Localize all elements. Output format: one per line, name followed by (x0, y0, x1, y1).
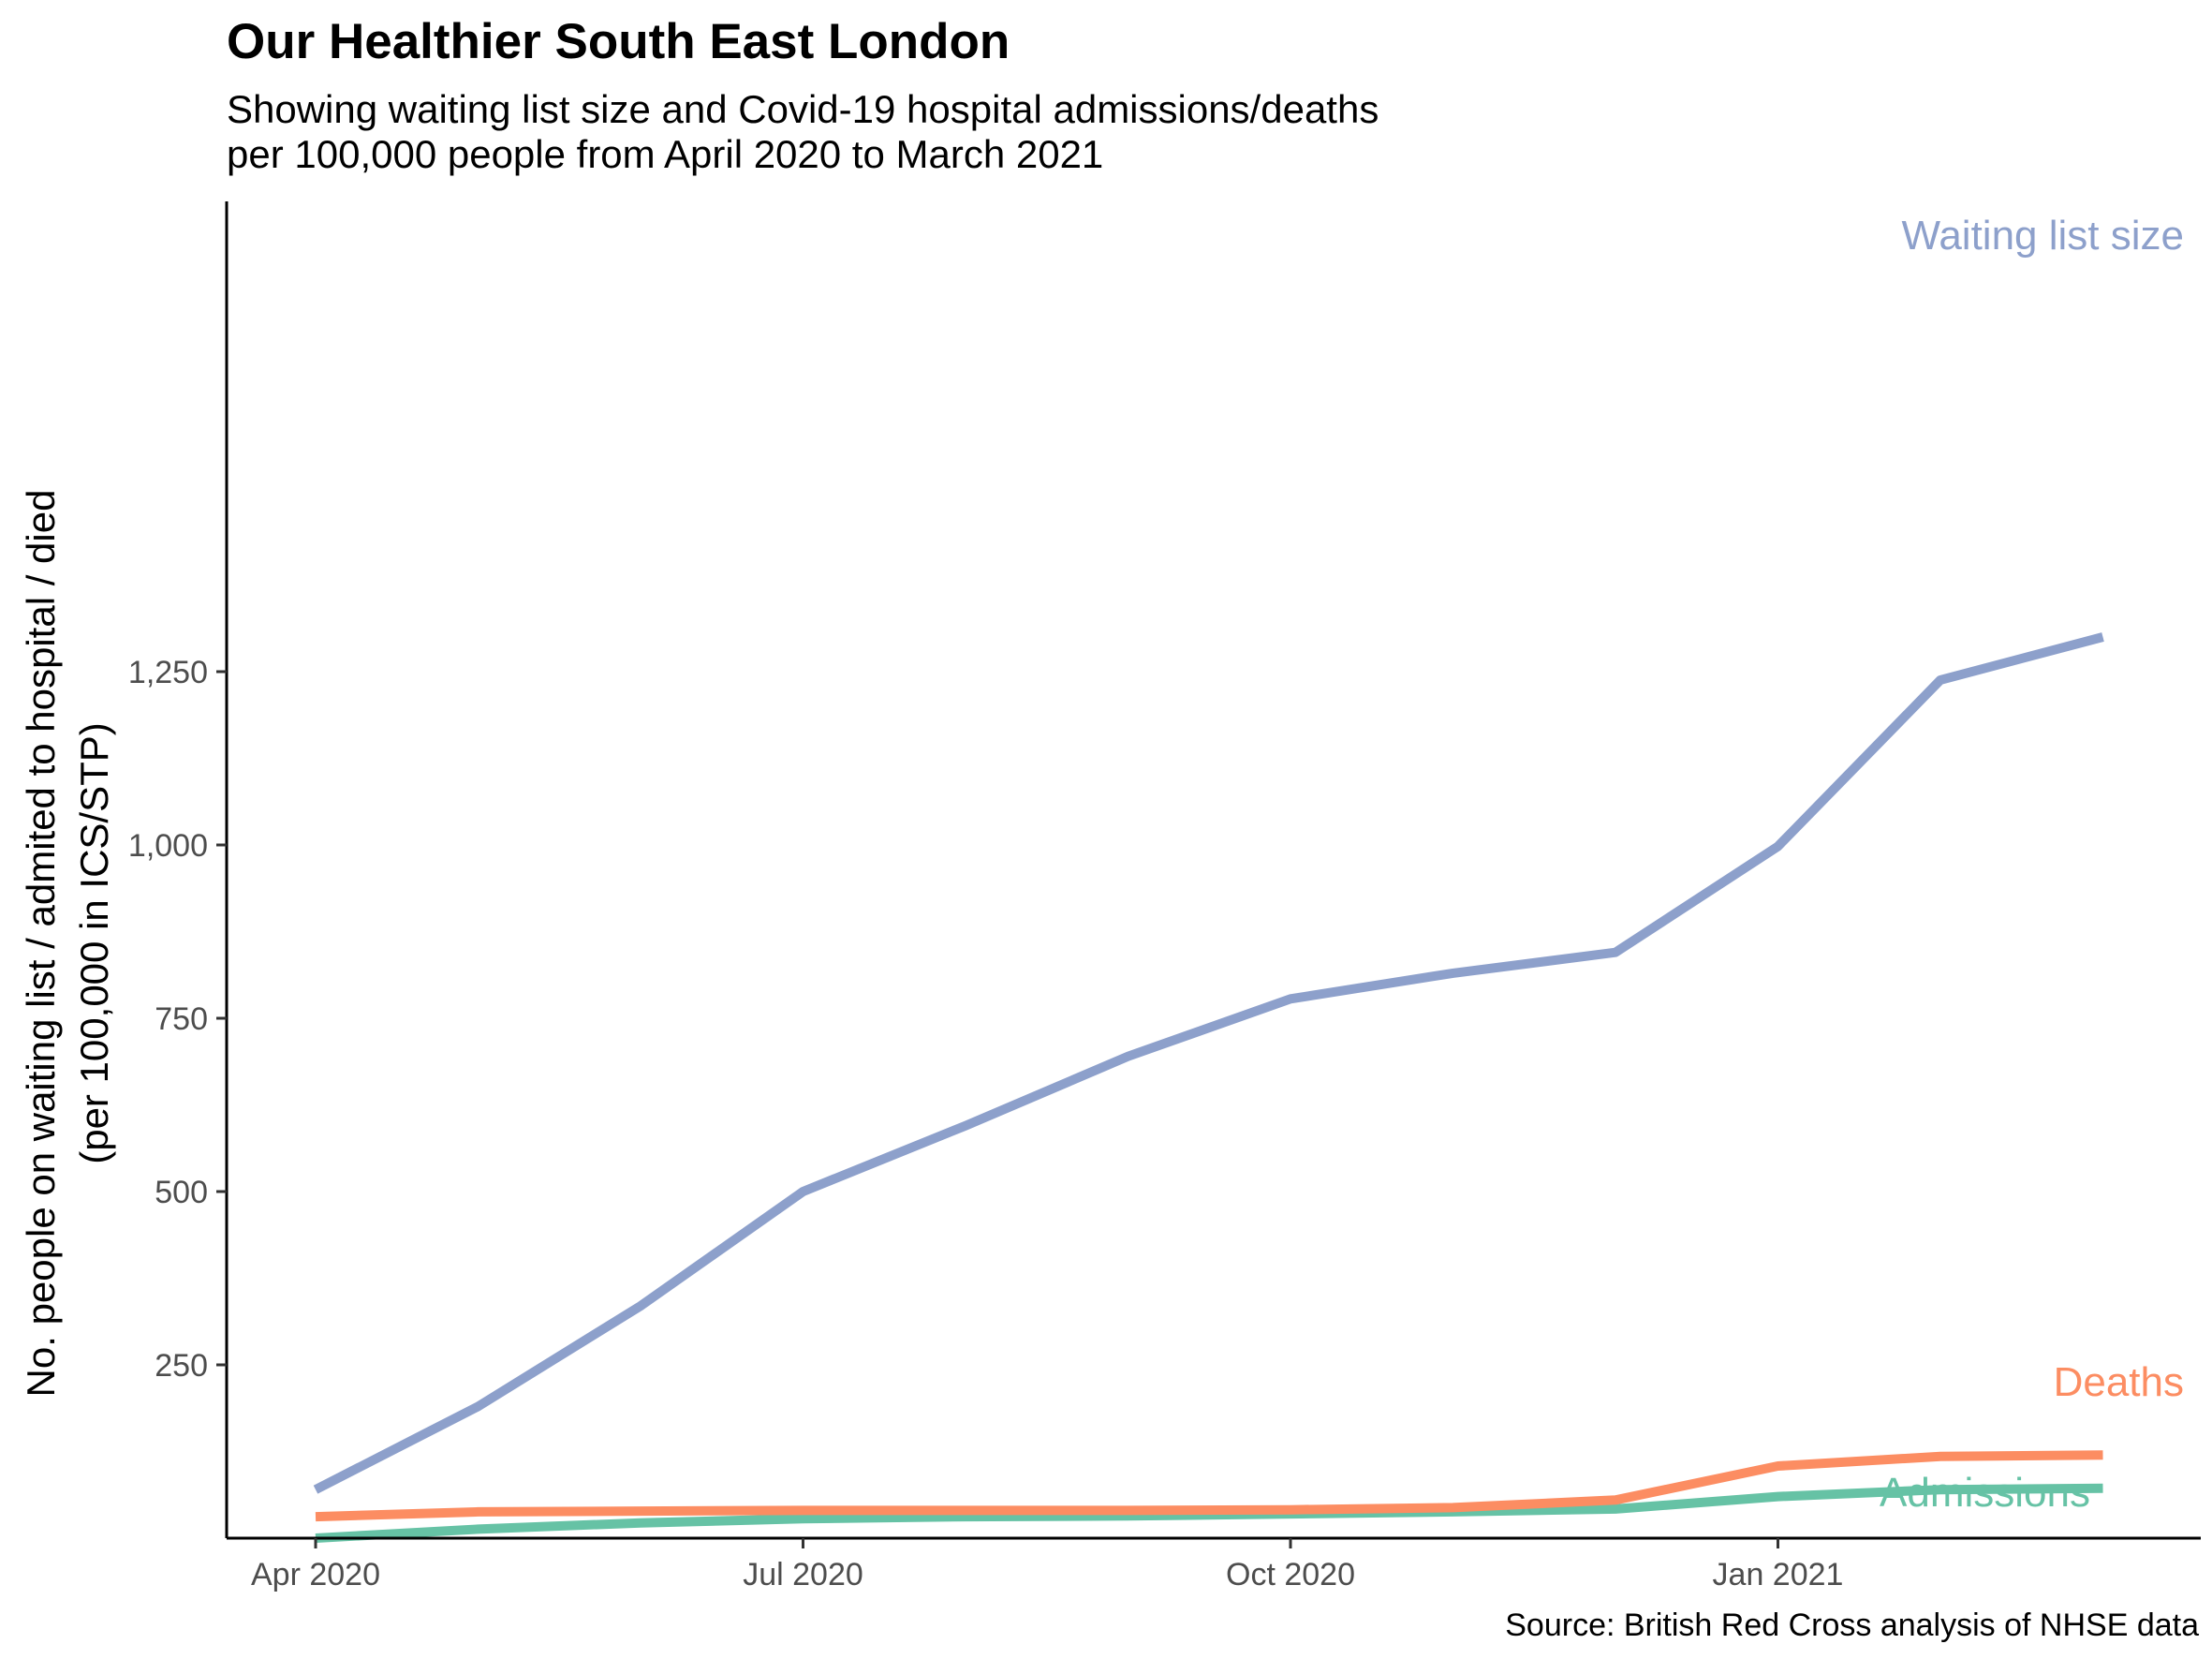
x-tick-label: Oct 2020 (1226, 1557, 1355, 1592)
series-label-waiting-list-size: Waiting list size (1901, 213, 2184, 259)
chart-subtitle-line-2: per 100,000 people from April 2020 to Ma… (227, 132, 1104, 176)
y-tick-label: 250 (155, 1348, 208, 1384)
y-tick-label: 500 (155, 1175, 208, 1210)
source-caption: Source: British Red Cross analysis of NH… (1505, 1607, 2199, 1643)
x-tick-label: Jul 2020 (743, 1557, 863, 1592)
x-tick-label: Apr 2020 (251, 1557, 380, 1592)
series-layer (313, 632, 2104, 1543)
series-label-admissions: Admissions (1880, 1470, 2090, 1516)
series-label-deaths: Deaths (2054, 1359, 2184, 1405)
y-tick-label: 1,000 (128, 828, 208, 864)
axes (225, 201, 2201, 1540)
series-line-waiting-list-size (313, 632, 2104, 1494)
y-axis-label-line-1: No. people on waiting list / admited to … (19, 489, 63, 1398)
y-tick-label: 750 (155, 1001, 208, 1037)
series-line-admissions (315, 1483, 2103, 1543)
y-axis-label-line-2: (per 100,000 in ICS/STP) (72, 722, 116, 1164)
chart-title: Our Healthier South East London (227, 14, 1010, 69)
chart-subtitle-line-1: Showing waiting list size and Covid-19 h… (227, 87, 1379, 131)
ticks: 250 500 750 1,000 1,250 Apr 2020 Jul 2020 Oct 2… (128, 655, 1844, 1592)
x-tick-label: Jan 2021 (1713, 1557, 1844, 1592)
y-tick-label: 1,250 (128, 655, 208, 690)
series-label-layer: Waiting list size Deaths Admissions (1880, 213, 2184, 1516)
series-line-deaths (315, 1450, 2103, 1522)
